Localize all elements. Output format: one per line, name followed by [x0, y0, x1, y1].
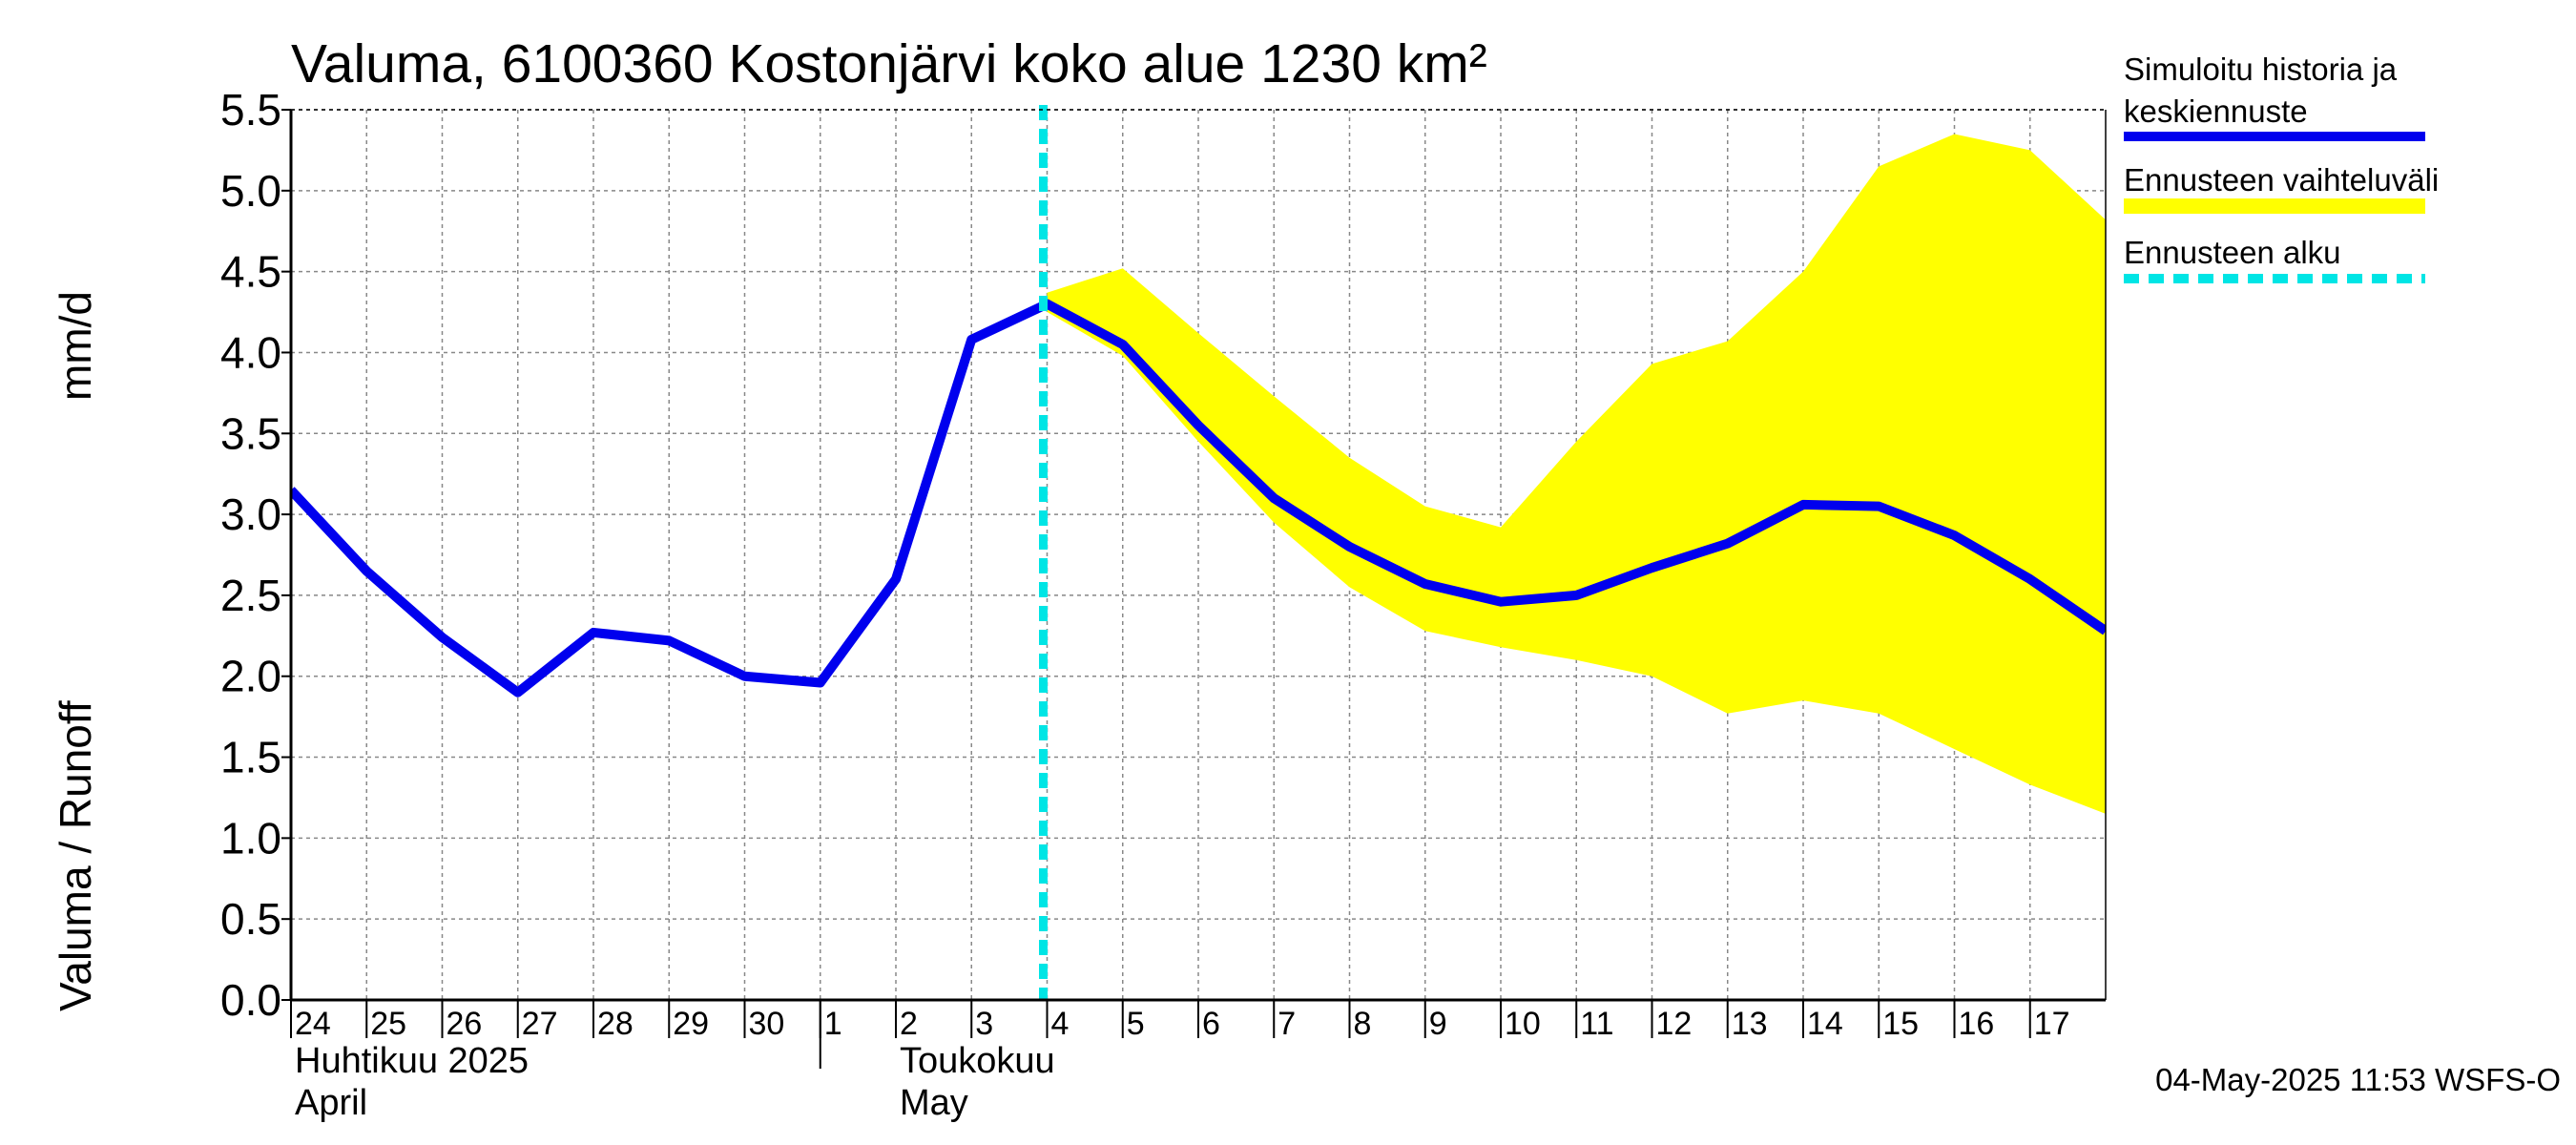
legend-label-forecast-start: Ennusteen alku [2124, 235, 2341, 270]
legend: Simuloitu historia ja keskiennuste Ennus… [2124, 52, 2439, 283]
forecast-range-area [1047, 134, 2106, 814]
x-tick-label: 26 [447, 1006, 483, 1042]
x-tick-label: 29 [673, 1006, 709, 1042]
x-tick-label: 4 [1051, 1006, 1070, 1042]
x-tick-label: 5 [1127, 1006, 1145, 1042]
x-tick-label: 24 [295, 1006, 331, 1042]
x-tick-label: 8 [1354, 1006, 1372, 1042]
x-tick-label: 16 [1959, 1006, 1995, 1042]
x-tick-label: 11 [1580, 1006, 1613, 1042]
month-label-april-fi: Huhtikuu 2025 [295, 1041, 529, 1081]
x-tick-label: 1 [824, 1006, 842, 1042]
month-label-may-en: May [900, 1083, 968, 1123]
x-tick-label: 7 [1278, 1006, 1296, 1042]
y-axis-label-right: mm/d [51, 291, 100, 401]
y-tick-label: 3.0 [220, 489, 281, 539]
legend-label-simulated: Simuloitu historia ja keskiennuste [2124, 52, 2405, 129]
y-tick-label: 1.5 [220, 733, 281, 782]
x-tick-label: 2 [900, 1006, 918, 1042]
x-tick-label: 9 [1429, 1006, 1447, 1042]
month-label-may-fi: Toukokuu [900, 1041, 1055, 1081]
x-tick-label: 25 [370, 1006, 406, 1042]
chart-title: Valuma, 6100360 Kostonjärvi koko alue 12… [291, 33, 1487, 94]
x-tick-label: 3 [975, 1006, 993, 1042]
x-tick-label: 14 [1807, 1006, 1843, 1042]
x-tick-label: 17 [2034, 1006, 2070, 1042]
month-label-april-en: April [295, 1083, 367, 1123]
y-axis-label-left: Valuma / Runoff [51, 700, 100, 1011]
y-tick-label: 0.5 [220, 894, 281, 944]
runoff-line [291, 299, 2106, 697]
x-tick-label: 13 [1732, 1006, 1768, 1042]
footer-timestamp: 04-May-2025 11:53 WSFS-O [2155, 1062, 2561, 1097]
legend-label-simulated-line1: Simuloitu historia ja [2124, 52, 2398, 87]
x-tick-label: 15 [1882, 1006, 1919, 1042]
y-tick-label: 4.0 [220, 327, 281, 377]
y-tick-label: 5.0 [220, 166, 281, 216]
y-tick-label: 2.5 [220, 571, 281, 620]
x-tick-label: 6 [1202, 1006, 1220, 1042]
y-tick-label: 1.0 [220, 813, 281, 863]
x-tick-label: 12 [1656, 1006, 1693, 1042]
runoff-line-series [291, 299, 2106, 697]
axes: 24 25 26 27 28 29 30 1 2 3 4 5 6 7 8 9 10 11 12 13 14 15 16 170… [220, 85, 2107, 1123]
y-tick-label: 2.0 [220, 652, 281, 701]
x-tick-label: 30 [749, 1006, 785, 1042]
legend-label-simulated-line2: keskiennuste [2124, 94, 2308, 129]
forecast-range-band [1047, 134, 2106, 814]
y-tick-label: 3.5 [220, 408, 281, 458]
y-tick-label: 0.0 [220, 975, 281, 1025]
x-tick-label: 28 [597, 1006, 634, 1042]
x-tick-label: 27 [522, 1006, 558, 1042]
y-tick-label: 4.5 [220, 247, 281, 297]
y-tick-label: 5.5 [220, 85, 281, 135]
legend-label-range: Ennusteen vaihteluväli [2124, 162, 2439, 198]
x-tick-label: 10 [1505, 1006, 1541, 1042]
